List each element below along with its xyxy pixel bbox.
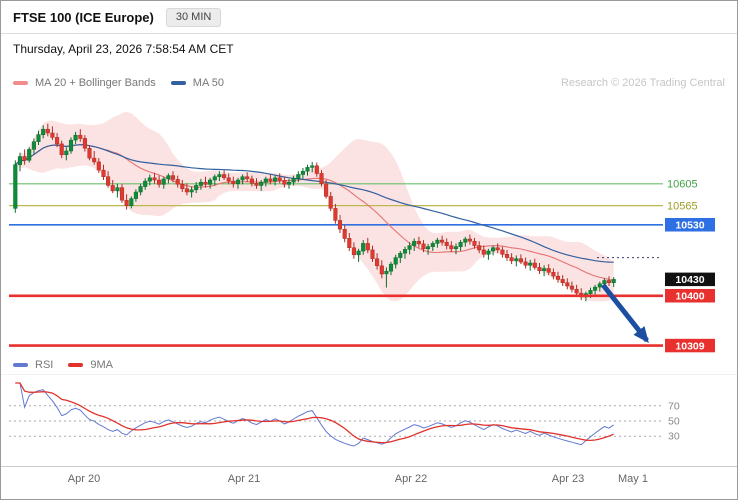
rsi-ma-legend-swatch <box>68 363 84 367</box>
ma20-line <box>14 144 614 281</box>
svg-text:30: 30 <box>668 431 680 443</box>
price-legend: MA 20 + Bollinger Bands MA 50 Research ©… <box>1 74 737 92</box>
svg-text:10605: 10605 <box>667 179 698 191</box>
rsi-legend: RSI 9MA <box>1 356 737 374</box>
svg-text:70: 70 <box>668 400 680 412</box>
svg-text:10530: 10530 <box>675 220 704 232</box>
svg-text:50: 50 <box>668 416 680 428</box>
level-label-box <box>665 338 715 353</box>
ma50-line <box>14 144 614 263</box>
rsi-legend-swatch <box>13 363 28 367</box>
bollinger-band <box>15 111 614 302</box>
x-label: Apr 22 <box>394 473 428 485</box>
level-label-box <box>665 218 715 232</box>
svg-text:10565: 10565 <box>667 201 698 213</box>
rsi-chart: 70 50 30 <box>1 374 737 447</box>
x-label: Apr 20 <box>67 473 101 485</box>
rsi-ma-legend-label: 9MA <box>90 359 113 371</box>
bollinger-legend-label: MA 20 + Bollinger Bands <box>35 77 156 89</box>
ma50-legend-label: MA 50 <box>192 77 224 89</box>
chart-datetime: Thursday, April 23, 2026 7:58:54 AM CET <box>13 42 234 56</box>
rsi-ma-line <box>15 382 614 444</box>
price-chart: 10605 10565 10530 10430 10400 10309 <box>9 111 715 353</box>
x-label: Apr 21 <box>227 473 261 485</box>
chart-header: FTSE 100 (ICE Europe) 30 MIN <box>1 1 737 34</box>
level-label-box <box>665 289 715 303</box>
x-axis: Apr 20 Apr 21 Apr 22 Apr 23 May 1 <box>1 466 737 492</box>
x-label: Apr 23 <box>551 473 585 485</box>
x-label: May 1 <box>618 473 648 485</box>
candles <box>13 123 616 302</box>
ma50-legend-swatch <box>170 81 186 85</box>
svg-text:10430: 10430 <box>675 274 704 286</box>
research-credit: Research © 2026 Trading Central <box>560 77 725 89</box>
rsi-line <box>15 382 614 447</box>
level-label-box <box>665 272 715 287</box>
svg-text:10309: 10309 <box>675 340 704 352</box>
projection-arrow <box>601 283 649 343</box>
rsi-legend-label: RSI <box>35 359 54 371</box>
bollinger-legend-swatch <box>13 81 28 85</box>
svg-text:10400: 10400 <box>675 291 704 303</box>
timeframe-badge: 30 MIN <box>165 7 222 27</box>
page-title: FTSE 100 (ICE Europe) <box>13 9 154 25</box>
